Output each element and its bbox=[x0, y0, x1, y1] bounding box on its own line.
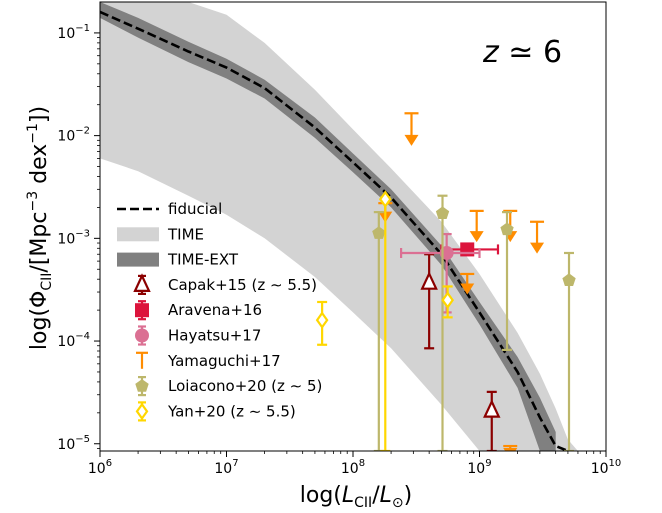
series-3-point-0-arrow bbox=[404, 134, 419, 146]
y-tick-label-3: 10−2 bbox=[57, 126, 90, 145]
series-4 bbox=[372, 194, 576, 451]
series-3-point-6-arrow bbox=[503, 448, 518, 451]
x-tick-label-3: 109 bbox=[467, 458, 491, 477]
legend-swatch-5 bbox=[135, 328, 149, 343]
legend-label-4: Aravena+16 bbox=[168, 301, 262, 319]
legend-label-0: fiducial bbox=[168, 200, 222, 218]
legend-item-8: Yan+20 (z ∼ 5.5) bbox=[135, 401, 296, 422]
legend-swatch-7 bbox=[135, 379, 149, 392]
time-band bbox=[100, 2, 578, 451]
x-tick-label-1: 107 bbox=[214, 458, 238, 477]
series-3-point-1-arrow bbox=[469, 231, 484, 243]
y-axis-label: log(ΦCII/[Mpc−3 dex−1]) bbox=[25, 106, 55, 350]
series-4-point-1-marker bbox=[435, 206, 450, 219]
series-5-point-0-marker bbox=[378, 190, 392, 209]
series-0 bbox=[420, 253, 501, 451]
legend-swatch-4 bbox=[135, 303, 149, 318]
legend-swatch-3 bbox=[133, 273, 151, 292]
y-tick-label-2: 10−3 bbox=[57, 228, 90, 247]
data-points-layer bbox=[315, 112, 576, 451]
legend-label-7: Loiacono+20 (z ∼ 5) bbox=[168, 377, 322, 395]
legend-item-1: TIME bbox=[117, 225, 204, 243]
legend-swatch-8 bbox=[135, 402, 149, 421]
y-tick-label-4: 10−1 bbox=[57, 23, 90, 42]
series-3-point-4-arrow bbox=[460, 283, 475, 295]
legend-label-6: Yamaguchi+17 bbox=[167, 352, 281, 370]
y-tick-label-0: 10−5 bbox=[57, 434, 90, 453]
legend-swatch-2 bbox=[117, 252, 159, 267]
legend-item-2: TIME-EXT bbox=[117, 251, 239, 269]
legend-item-5: Hayatsu+17 bbox=[135, 325, 261, 346]
series-4-point-2-marker bbox=[500, 222, 514, 236]
legend-item-6: Yamaguchi+17 bbox=[136, 351, 281, 370]
series-4-point-3-marker bbox=[562, 273, 576, 286]
series-3-point-3-arrow bbox=[530, 242, 545, 254]
series-5-point-2-marker bbox=[441, 291, 454, 310]
series-0-point-1-marker bbox=[483, 399, 501, 418]
legend-item-3: Capak+15 (z ∼ 5.5) bbox=[133, 273, 317, 295]
series-1-point-0-marker bbox=[460, 242, 475, 257]
series-0-point-0-marker bbox=[420, 271, 438, 290]
legend-label-5: Hayatsu+17 bbox=[168, 327, 261, 345]
series-5-point-1-marker bbox=[315, 311, 329, 329]
legend-label-1: TIME bbox=[167, 225, 204, 243]
legend-label-3: Capak+15 (z ∼ 5.5) bbox=[168, 276, 317, 294]
legend-item-0: fiducial bbox=[117, 200, 222, 218]
redshift-annotation: z ≃ 6 bbox=[482, 35, 562, 70]
x-tick-label-4: 1010 bbox=[591, 458, 622, 477]
axis-ticks: 106 107 108 109 1010 10−5 10−4 10−3 10−2 10−1 bbox=[57, 23, 621, 477]
legend-item-4: Aravena+16 bbox=[135, 300, 262, 321]
legend-label-8: Yan+20 (z ∼ 5.5) bbox=[167, 402, 296, 420]
series-4-point-0-marker bbox=[372, 226, 386, 239]
x-tick-label-2: 108 bbox=[341, 458, 365, 477]
x-axis-label: log(LCII/L⊙) bbox=[300, 483, 412, 511]
legend-swatch-1 bbox=[117, 227, 159, 242]
series-5 bbox=[315, 190, 454, 451]
y-tick-label-1: 10−4 bbox=[57, 331, 90, 350]
x-tick-label-0: 106 bbox=[88, 458, 112, 477]
legend-item-7: Loiacono+20 (z ∼ 5) bbox=[135, 376, 322, 397]
legend-label-2: TIME-EXT bbox=[167, 251, 239, 269]
legend: fiducial TIME TIME-EXT Capak+15 (z ∼ 5.5) Ar… bbox=[117, 200, 322, 422]
